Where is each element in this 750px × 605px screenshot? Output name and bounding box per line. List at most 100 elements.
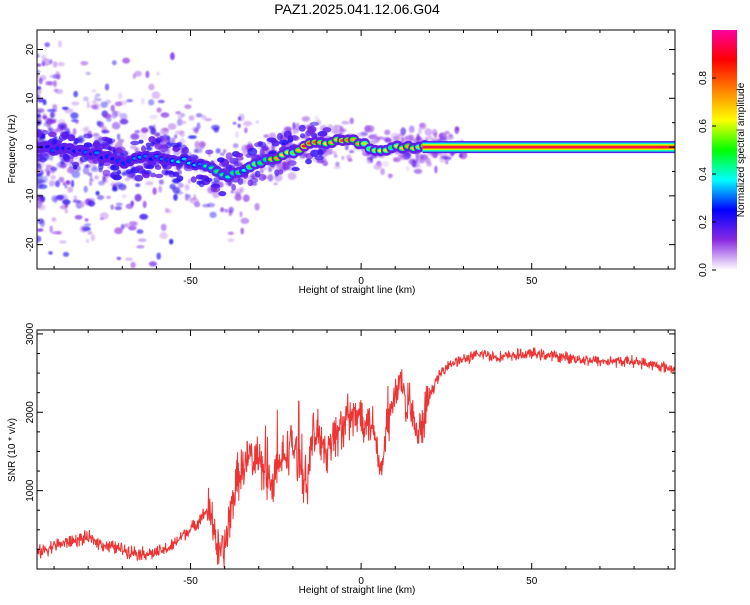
spectrogram-noise-blob [177,183,184,188]
snr-ticks: -50 0 50 1000 2000 3000 [25,322,675,587]
spectrogram-noise-blob [417,154,424,161]
spectrogram-cluster-blob [190,176,197,183]
spectrogram-noise-blob [87,200,96,207]
spectrogram-noise-blob [164,208,170,213]
spectrogram-noise-blob [96,97,102,102]
spectrogram-noise-blob [400,127,407,136]
spectrogram-noise-blob [83,185,88,193]
spectrogram-noise-blob [345,144,349,151]
spectrogram-noise-blob [122,194,127,198]
spectrogram-ridge [37,134,675,183]
spectrogram-noise-blob [145,181,154,186]
spectrogram-noise-blob [37,235,42,243]
spectrogram-cluster-blob [155,137,162,143]
colorbar-ticks: 0.0 0.2 0.4 0.6 0.8 [698,71,716,277]
spectrogram-noise-blob [99,217,105,221]
spectrogram-noise-blob [112,186,118,192]
spectrogram-cluster-blob [37,153,44,158]
spectrogram-noise-blob [444,130,450,135]
spectrogram-cluster-blob [247,179,254,187]
spectrogram-noise-blob [111,122,121,130]
spectrogram-cluster-blob [93,139,99,145]
spectrogram-noise-blob [100,101,108,108]
spectrogram-noise-blob [199,142,205,150]
spectrogram-noise-blob [106,195,111,199]
spectrogram-noise-blob [273,182,278,186]
spectrogram-noise-blob [115,202,123,207]
spectrogram-noise-blob [242,194,250,202]
spectrogram-noise-blob [57,61,65,67]
spectrogram-noise-blob [340,128,347,132]
spectrogram-noise-blob [120,186,126,191]
spectrogram-cluster-blob [225,152,233,160]
spectrogram-noise-blob [275,163,283,171]
spectrogram-noise-blob [209,211,217,218]
spectrogram-noise-blob [74,215,83,220]
spectrogram-noise-blob [101,129,110,134]
spectrogram-noise-blob [282,164,290,171]
spectrogram-noise-blob [268,166,273,173]
spectrogram-noise-blob [237,123,241,128]
spectrogram-cluster-blob [287,160,297,166]
spectrogram-noise-blob [158,179,164,185]
spectrogram-noise-blob [366,157,371,164]
spectrogram-noise-blob [148,99,155,106]
x-tick-label: 0 [358,276,364,287]
colorbar: 0.0 0.2 0.4 0.6 0.8 Normalized spectral ampl… [698,30,747,277]
snr-y-axis-label: SNR (10 * v/v) [7,418,18,482]
spectrogram-noise-blob [152,124,156,132]
spectrogram-noise-blob [70,112,79,119]
spectrogram-noise-blob [72,128,77,136]
spectrogram-noise-blob [67,186,74,193]
spectrogram-cluster-blob [218,191,227,197]
spectrogram-noise-blob [407,152,412,159]
spectrogram-noise-blob [459,154,464,158]
spectrogram-noise-blob [341,155,345,160]
spectrogram-noise-blob [122,57,130,64]
colorbar-tick-label: 0.8 [698,71,709,85]
spectrogram-noise-blob [70,179,75,188]
spectrogram-cluster-blob [141,145,146,153]
spectrogram-noise-blob [424,157,431,164]
spectrogram-noise-blob [301,116,310,122]
spectrogram-cluster-blob [310,149,319,157]
spectrogram-noise-blob [39,219,46,228]
spectrogram-noise-blob [51,217,57,222]
spectrogram-noise-blob [50,174,56,180]
spectrogram-noise-blob [139,213,149,220]
spectrogram-noise-blob [148,83,155,91]
spectrogram-cluster-blob [112,174,122,181]
spectrogram-noise-blob [106,117,112,122]
spectrogram-cluster-blob [148,136,157,143]
spectrogram-cluster-blob [102,169,111,177]
spectrogram-noise-blob [75,120,79,124]
spectrogram-noise-blob [405,165,410,172]
spectrogram-cluster-blob [309,121,319,126]
spectrogram-noise-blob [239,187,244,193]
spectrogram-noise-blob [204,118,212,122]
y-tick-label: -20 [25,237,36,252]
spectrogram-noise-blob [360,131,368,137]
spectrogram-noise-blob [139,131,148,140]
spectrogram-noise-blob [349,117,354,125]
spectrogram-noise-blob [65,180,70,185]
spectrogram-noise-blob [140,97,145,105]
spectrogram-noise-blob [37,87,42,95]
spectrogram-noise-blob [125,257,133,261]
spectrogram-noise-blob [96,120,101,126]
x-tick-label: 0 [358,576,364,587]
spectrogram-cluster-blob [154,173,164,179]
spectrogram-noise-blob [157,99,165,104]
figure-title: PAZ1.2025.041.12.06.G04 [274,1,440,17]
spectrogram-noise-blob [250,174,256,179]
spectrogram-noise-blob [134,193,142,202]
spectrogram-cluster-blob [48,131,57,137]
spectrogram-cluster-blob [290,134,299,141]
spectrogram-noise-blob [82,127,89,132]
spectrogram-noise-blob [177,112,183,120]
spectrogram-noise-blob [37,53,40,58]
spectrogram-noise-blob [455,126,459,131]
spectrogram-noise-blob [73,90,78,98]
spectrogram-noise-blob [445,160,449,165]
spectrogram-noise-blob [224,208,229,213]
